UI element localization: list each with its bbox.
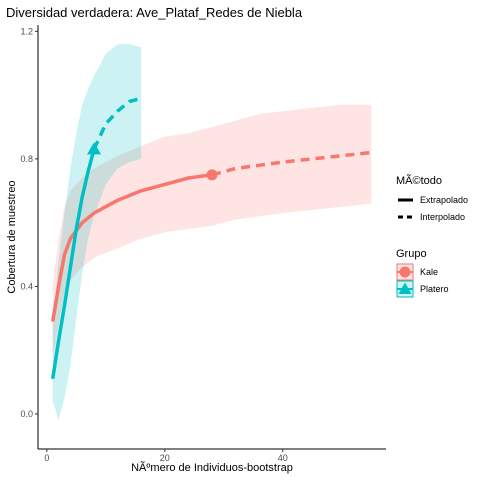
legend-label-extrapolado: Extrapolado (420, 195, 468, 205)
legend-label-interpolado: Interpolado (420, 212, 465, 222)
confidence-bands (53, 44, 372, 420)
y-tick-label: 0.4 (20, 281, 33, 291)
y-axis-ticks: 0.0 0.4 0.8 1.2 (20, 26, 38, 419)
legend-group-title: Grupo (396, 248, 427, 260)
y-tick-label: 0.0 (20, 409, 33, 419)
y-tick-label: 1.2 (20, 26, 33, 36)
x-axis-label: NÃºmero de Individuos-bootstrap (131, 461, 293, 474)
legend-label-platero: Platero (420, 284, 449, 294)
legend-method-title: MÃ©todo (396, 174, 442, 187)
legend-key-platero (397, 281, 413, 297)
x-tick-label: 0 (44, 453, 49, 463)
observed-point-kale (207, 169, 218, 180)
x-axis-ticks: 0 20 40 (44, 449, 287, 463)
y-axis-label: Cobertura de muestreo (6, 180, 18, 293)
chart-title: Diversidad verdadera: Ave_Plataf_Redes d… (6, 5, 303, 20)
legend-key-kale (397, 264, 413, 280)
y-tick-label: 0.8 (20, 154, 33, 164)
legend-label-kale: Kale (420, 267, 438, 277)
legend: MÃ©todo Extrapolado Interpolado Grupo Ka… (396, 174, 468, 297)
